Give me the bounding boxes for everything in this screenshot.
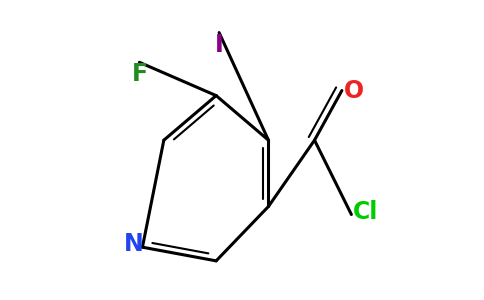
- Text: F: F: [131, 62, 148, 86]
- Text: N: N: [123, 232, 143, 256]
- Text: O: O: [344, 79, 364, 103]
- Text: I: I: [215, 33, 224, 57]
- Text: Cl: Cl: [353, 200, 378, 224]
